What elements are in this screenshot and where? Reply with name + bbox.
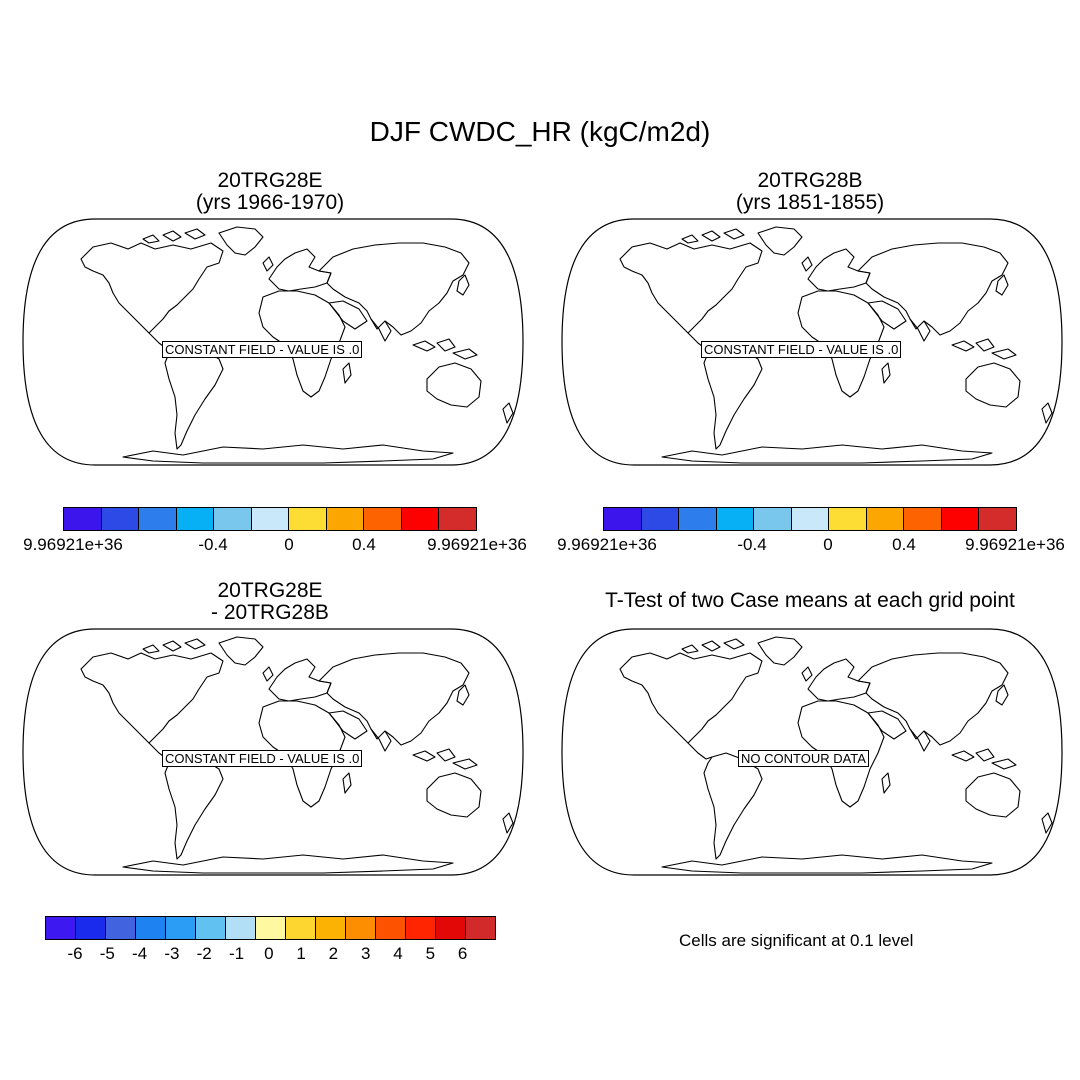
colorbar-tick-label: 3 bbox=[360, 944, 371, 963]
colorbar-box bbox=[346, 917, 376, 939]
colorbar-box bbox=[289, 508, 327, 530]
colorbar-panel-1 bbox=[63, 507, 477, 531]
colorbar-tick-label: -4 bbox=[132, 944, 148, 963]
colorbar-tick-label: -6 bbox=[67, 944, 83, 963]
panel-2-map-label: CONSTANT FIELD - VALUE IS .0 bbox=[701, 341, 902, 358]
panel-2-title: 20TRG28B (yrs 1851-1855) bbox=[610, 170, 1010, 214]
colorbar-tick-label: 6 bbox=[457, 944, 468, 963]
panel-3-map-label: CONSTANT FIELD - VALUE IS .0 bbox=[162, 750, 363, 767]
panel-1-title-line1: 20TRG28E bbox=[217, 169, 323, 192]
panel-3-title-line2: - 20TRG28B bbox=[211, 601, 329, 624]
colorbar-box bbox=[376, 917, 406, 939]
colorbar-tick-label: 2 bbox=[328, 944, 339, 963]
colorbar-box bbox=[286, 917, 316, 939]
colorbar-box bbox=[716, 508, 755, 530]
colorbar-box bbox=[166, 917, 196, 939]
colorbar-tick-label: 0 bbox=[264, 944, 274, 963]
colorbar-tick-label: -0.4 bbox=[737, 535, 767, 554]
colorbar-box bbox=[76, 917, 106, 939]
colorbar-box bbox=[101, 508, 140, 530]
colorbar-tick-label: -2 bbox=[196, 944, 212, 963]
colorbar-box bbox=[326, 508, 365, 530]
colorbar-panel-2 bbox=[603, 507, 1017, 531]
colorbar-box bbox=[64, 508, 102, 530]
colorbar-tick-label: 5 bbox=[425, 944, 436, 963]
panel-1-title: 20TRG28E (yrs 1966-1970) bbox=[70, 170, 470, 214]
colorbar-box bbox=[364, 508, 402, 530]
colorbar-difference bbox=[45, 916, 496, 940]
colorbar-tick-label: 0.4 bbox=[892, 535, 916, 554]
colorbar-box bbox=[604, 508, 642, 530]
panel-3-title-line1: 20TRG28E bbox=[217, 579, 323, 602]
colorbar-box bbox=[214, 508, 252, 530]
colorbar-tick-label: -0.4 bbox=[198, 535, 228, 554]
colorbar-box bbox=[196, 917, 226, 939]
colorbar-box bbox=[679, 508, 717, 530]
colorbar-box bbox=[829, 508, 867, 530]
colorbar-box bbox=[436, 917, 466, 939]
panel-4-map-label: NO CONTOUR DATA bbox=[738, 750, 869, 767]
panel-1-map-label: CONSTANT FIELD - VALUE IS .0 bbox=[162, 341, 363, 358]
panel-4-title-line1: T-Test of two Case means at each grid po… bbox=[605, 589, 1015, 612]
colorbar-tick-label: 0.4 bbox=[352, 535, 376, 554]
colorbar-tick-label: -1 bbox=[228, 944, 245, 963]
colorbar-box bbox=[439, 508, 477, 530]
colorbar-box bbox=[979, 508, 1017, 530]
colorbar-box bbox=[401, 508, 440, 530]
colorbar-tick-label: 4 bbox=[393, 944, 403, 963]
panel-2-title-line1: 20TRG28B bbox=[757, 169, 863, 192]
colorbar-box bbox=[176, 508, 215, 530]
colorbar-box bbox=[791, 508, 830, 530]
colorbar-box bbox=[256, 917, 286, 939]
colorbar-tick-label: 9.96921e+36 bbox=[557, 535, 657, 554]
panel-1-title-line2: (yrs 1966-1970) bbox=[195, 191, 345, 214]
colorbar-box bbox=[136, 917, 166, 939]
colorbar-tick-label: -3 bbox=[164, 944, 180, 963]
main-title: DJF CWDC_HR (kgC/m2d) bbox=[369, 116, 711, 147]
colorbar-box bbox=[139, 508, 177, 530]
colorbar-box bbox=[106, 917, 136, 939]
panel-3-title: 20TRG28E - 20TRG28B bbox=[70, 580, 470, 624]
colorbar-box bbox=[251, 508, 290, 530]
panel-4-title: T-Test of two Case means at each grid po… bbox=[550, 590, 1070, 612]
colorbar-box bbox=[466, 917, 495, 939]
colorbar-tick-label: -5 bbox=[99, 944, 115, 963]
colorbar-box bbox=[316, 917, 346, 939]
panel-2-title-line2: (yrs 1851-1855) bbox=[735, 191, 885, 214]
colorbar-tick-label: 0 bbox=[284, 535, 294, 554]
colorbar-tick-label: 0 bbox=[823, 535, 833, 554]
colorbar-tick-label: 9.96921e+36 bbox=[965, 535, 1065, 554]
colorbar-box bbox=[866, 508, 905, 530]
significance-note: Cells are significant at 0.1 level bbox=[679, 931, 914, 950]
colorbar-tick-label: 1 bbox=[296, 944, 306, 963]
colorbar-box bbox=[754, 508, 792, 530]
colorbar-box bbox=[641, 508, 680, 530]
colorbar-box bbox=[941, 508, 980, 530]
colorbar-box bbox=[904, 508, 942, 530]
colorbar-box bbox=[46, 917, 76, 939]
colorbar-box bbox=[226, 917, 256, 939]
colorbar-tick-label: 9.96921e+36 bbox=[427, 535, 527, 554]
colorbar-box bbox=[406, 917, 436, 939]
colorbar-tick-label: 9.96921e+36 bbox=[23, 535, 123, 554]
